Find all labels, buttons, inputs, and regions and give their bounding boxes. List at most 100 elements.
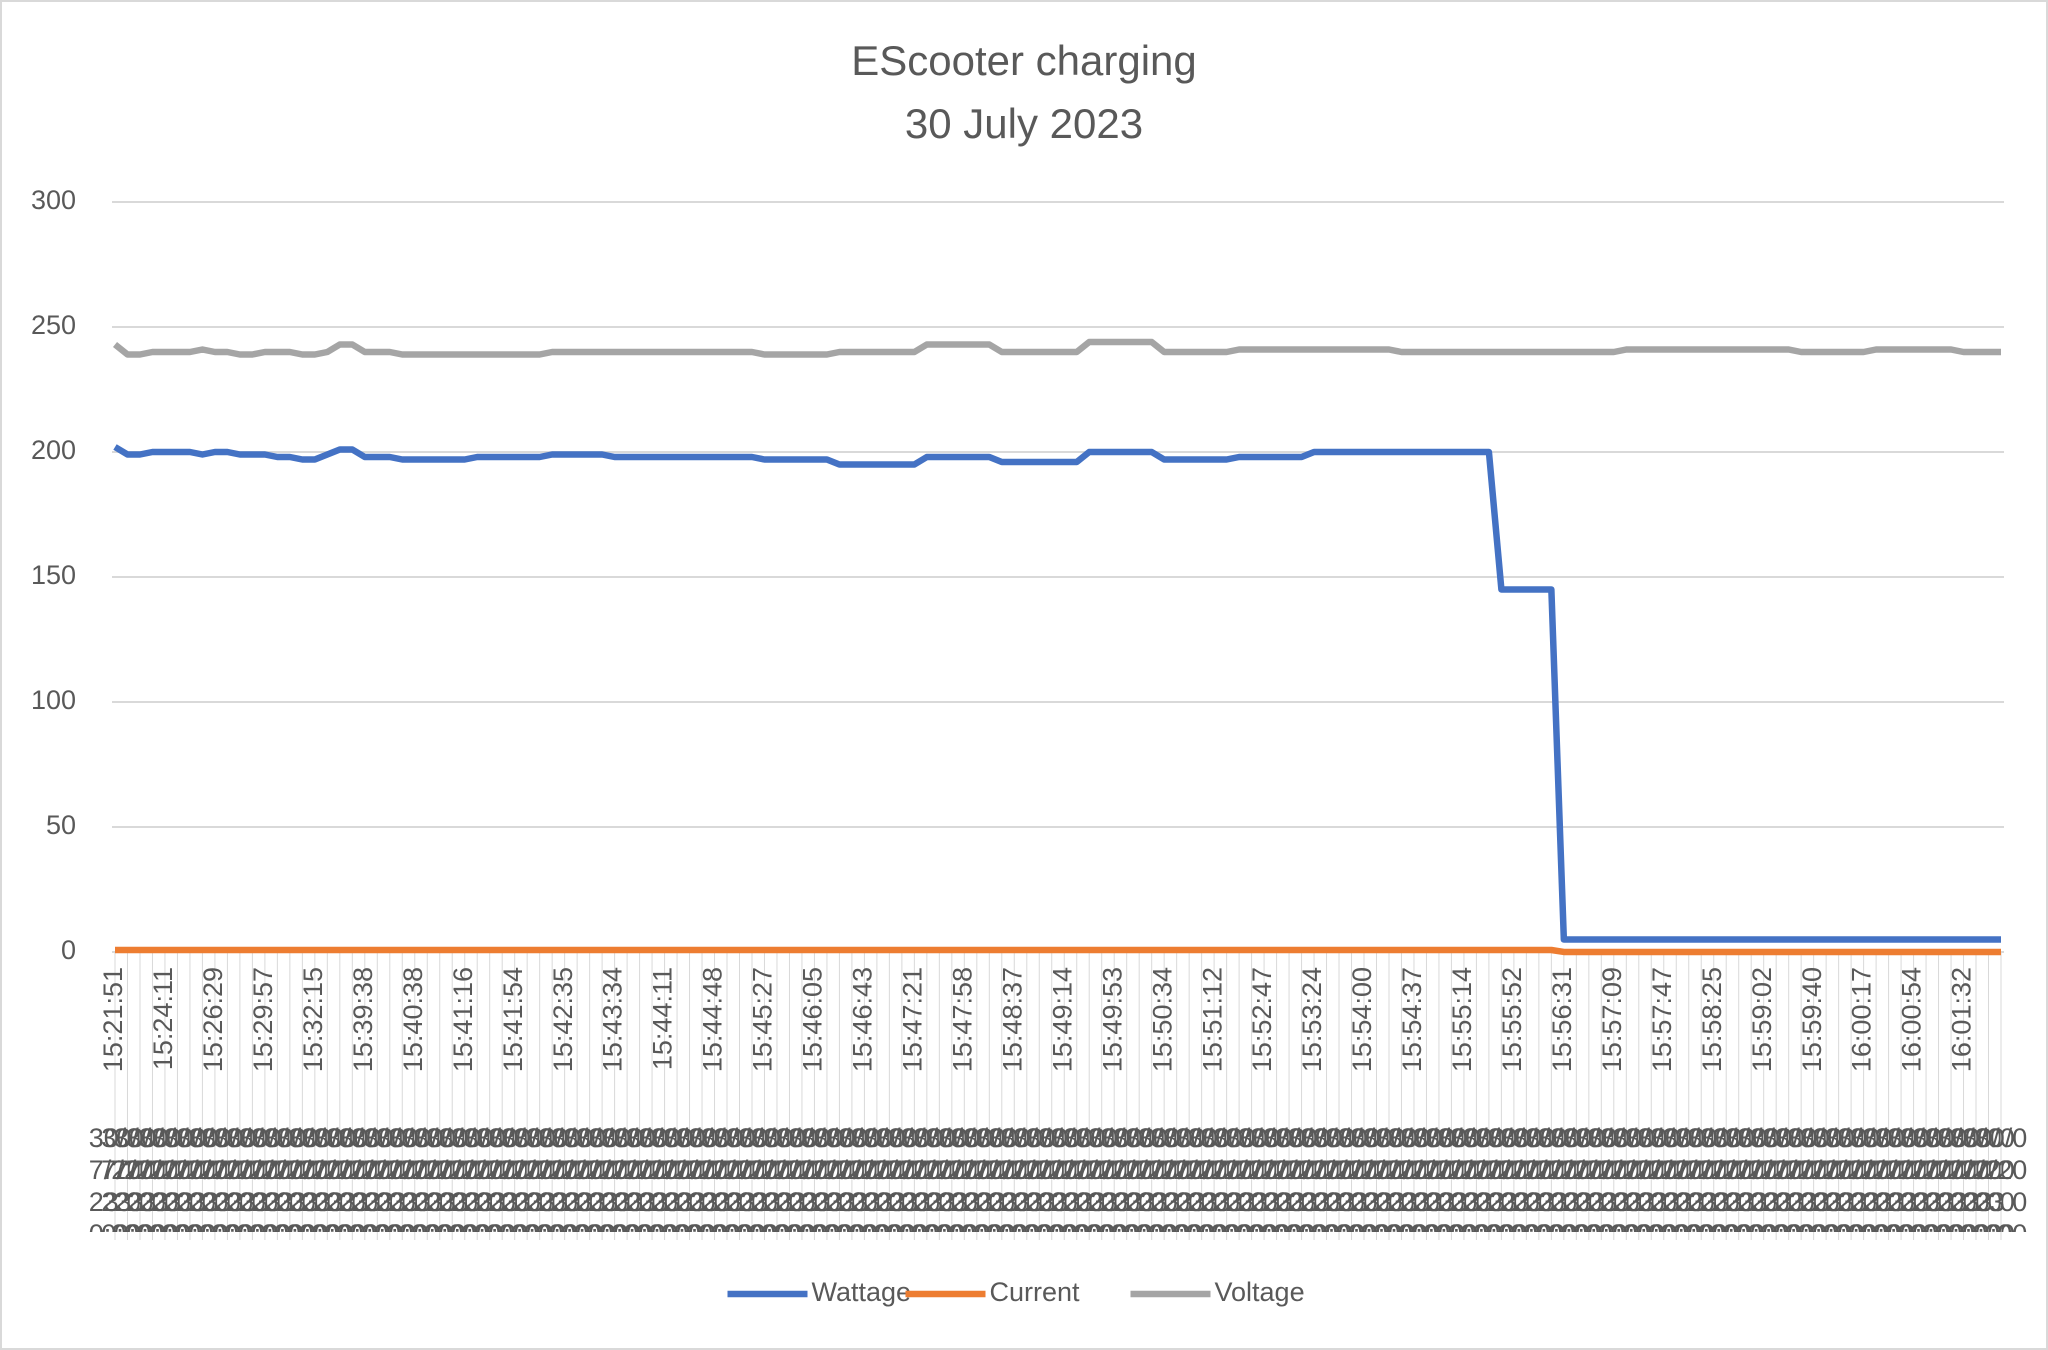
category-date: 30/07/2023 00:00: [1624, 1123, 1678, 1232]
category-date-box: 30/07/2023 00:00: [1250, 1123, 1303, 1232]
category-date-box: 30/07/2023 00:00: [1650, 1123, 1703, 1232]
category-date: 30/07/2023 00:00: [1325, 1123, 1378, 1232]
category-date: 30/07/2023 00:00: [1025, 1123, 1079, 1232]
category-date: 30/07/2023 00:00: [850, 1123, 904, 1232]
category-date-box: 30/07/2023 00:00: [1525, 1123, 1578, 1232]
category-date-box: 30/07/2023 00:00: [1588, 1123, 1641, 1232]
category-date-box: 30/07/2023 00:00: [1225, 1123, 1278, 1232]
category-date: 30/07/2023 00:00: [1537, 1123, 1591, 1232]
category-date-box: 30/07/2023 00:00: [1912, 1123, 1965, 1232]
category-date: 30/07/2023 00:00: [1600, 1123, 1653, 1232]
category-date-box: 30/07/2023 00:00: [1712, 1123, 1765, 1232]
x-tick-label: 15:56:31: [1547, 967, 1577, 1072]
y-tick-label: 200: [31, 435, 76, 465]
category-date: 30/07/2023 00:00: [1175, 1123, 1228, 1232]
x-tick-label: 15:41:16: [448, 967, 478, 1072]
category-date-box: 30/07/2023 00:00: [264, 1123, 317, 1232]
series-line: [112, 338, 2001, 358]
x-tick-label: 15:52:47: [1247, 967, 1277, 1072]
category-date: 30/07/2023 00:00: [675, 1123, 729, 1232]
category-date-box: 30/07/2023 00:00: [638, 1123, 691, 1232]
category-date-box: 30/07/2023 00:00: [1012, 1123, 1066, 1232]
category-date: 30/07/2023 00:00: [151, 1123, 204, 1232]
category-date: 30/07/2023 00:00: [775, 1123, 829, 1232]
category-date-box: 30/07/2023 00:00: [301, 1123, 354, 1232]
category-date: 30/07/2023 00:00: [1874, 1123, 1928, 1232]
category-date: 30/07/2023 00:00: [1300, 1123, 1353, 1232]
category-date-box: 30/07/2023 00:00: [188, 1123, 242, 1232]
category-date-box: 30/07/2023 00:00: [376, 1123, 429, 1232]
category-date: 30/07/2023 00:00: [638, 1123, 691, 1232]
x-tick-label: 15:29:57: [248, 967, 278, 1072]
category-date-box: 30/07/2023 00:00: [114, 1123, 167, 1232]
x-tick-label: 15:47:21: [897, 967, 927, 1072]
category-date: 30/07/2023 00:00: [1012, 1123, 1066, 1232]
y-tick-label: 300: [31, 185, 76, 215]
category-date-box: 30/07/2023 00:00: [1050, 1123, 1103, 1232]
category-date: 30/07/2023 00:00: [313, 1123, 367, 1232]
category-date: 30/07/2023 00:00: [1724, 1123, 1778, 1232]
category-date: 30/07/2023 00:00: [1912, 1123, 1965, 1232]
category-date: 30/07/2023 00:00: [1275, 1123, 1328, 1232]
category-date: 30/07/2023 00:00: [1100, 1123, 1153, 1232]
category-date: 30/07/2023 00:00: [188, 1123, 242, 1232]
x-tick-label: 15:51:12: [1197, 967, 1227, 1072]
category-date-box: 30/07/2023 00:00: [438, 1123, 491, 1232]
x-tick-label: 15:57:47: [1647, 967, 1677, 1072]
category-date-box: 30/07/2023 00:00: [1213, 1123, 1266, 1232]
category-date: 30/07/2023 00:00: [1237, 1123, 1291, 1232]
category-date: 30/07/2023 00:00: [1162, 1123, 1216, 1232]
category-date-box: 30/07/2023 00:00: [476, 1123, 529, 1232]
category-date: 30/07/2023 00:00: [400, 1123, 454, 1232]
x-tick-label: 15:39:38: [348, 967, 378, 1072]
category-date: 30/07/2023 00:00: [1487, 1123, 1541, 1232]
category-date: 30/07/2023 00:00: [1450, 1123, 1503, 1232]
series-line: [115, 946, 2001, 956]
x-tick-label: 15:57:09: [1597, 967, 1627, 1072]
category-date-box: 30/07/2023 00:00: [1800, 1123, 1853, 1232]
category-date-box: 30/07/2023 00:00: [1937, 1123, 1990, 1232]
category-date: 30/07/2023 00:00: [251, 1123, 304, 1232]
x-tick-label: 15:50:34: [1147, 967, 1177, 1072]
category-date-box: 30/07/2023 00:00: [388, 1123, 441, 1232]
x-tick-label: 15:55:52: [1497, 967, 1527, 1072]
x-tick-label: 15:40:38: [398, 967, 428, 1072]
category-date-box: 30/07/2023 00:00: [801, 1123, 854, 1232]
category-date: 30/07/2023 00:00: [138, 1123, 192, 1232]
category-date-box: 30/07/2023 00:00: [1750, 1123, 1803, 1232]
category-date-box: 30/07/2023 00:00: [426, 1123, 479, 1232]
category-date: 30/07/2023 00:00: [226, 1123, 279, 1232]
category-date-box: 30/07/2023 00:00: [1874, 1123, 1928, 1232]
category-date-box: 30/07/2023 00:00: [1550, 1123, 1603, 1232]
category-date-box: 30/07/2023 00:00: [1862, 1123, 1915, 1232]
category-date-box: 30/07/2023 00:00: [688, 1123, 741, 1232]
x-tick-label: 15:48:37: [997, 967, 1027, 1072]
category-date: 30/07/2023 00:00: [1974, 1123, 2028, 1232]
category-date: 30/07/2023 00:00: [438, 1123, 491, 1232]
category-date: 30/07/2023 00:00: [288, 1123, 342, 1232]
category-date: 30/07/2023 00:00: [750, 1123, 804, 1232]
x-tick-label: 15:26:29: [198, 967, 228, 1072]
category-date: 30/07/2023 00:00: [1375, 1123, 1428, 1232]
x-tick-label: 15:59:40: [1797, 967, 1827, 1072]
x-tick-label: 16:00:17: [1847, 967, 1877, 1072]
category-date-box: 30/07/2023 00:00: [288, 1123, 342, 1232]
category-date: 30/07/2023 00:00: [1362, 1123, 1416, 1232]
category-date-box: 30/07/2023 00:00: [1687, 1123, 1740, 1232]
category-date-box: 30/07/2023 00:00: [551, 1123, 604, 1232]
category-date: 30/07/2023 00:00: [925, 1123, 979, 1232]
category-date-box: 30/07/2023 00:00: [1812, 1123, 1865, 1232]
x-tick-label: 15:53:24: [1297, 967, 1327, 1072]
category-date: 30/07/2023 00:00: [1075, 1123, 1128, 1232]
category-date-box: 30/07/2023 00:00: [1275, 1123, 1328, 1232]
category-date-box: 30/07/2023 00:00: [1962, 1123, 2015, 1232]
category-date-box: 30/07/2023 00:00: [276, 1123, 329, 1232]
category-date: 30/07/2023 00:00: [1250, 1123, 1303, 1232]
x-tick-label: 15:58:25: [1697, 967, 1727, 1072]
category-date: 30/07/2023 00:00: [1462, 1123, 1516, 1232]
category-date-box: 30/07/2023 00:00: [1950, 1123, 2003, 1232]
category-date-box: 30/07/2023 00:00: [351, 1123, 404, 1232]
x-tick-label: 15:24:11: [148, 967, 178, 1070]
x-tick-label: 15:54:37: [1397, 967, 1427, 1072]
category-date: 30/07/2023 00:00: [788, 1123, 841, 1232]
